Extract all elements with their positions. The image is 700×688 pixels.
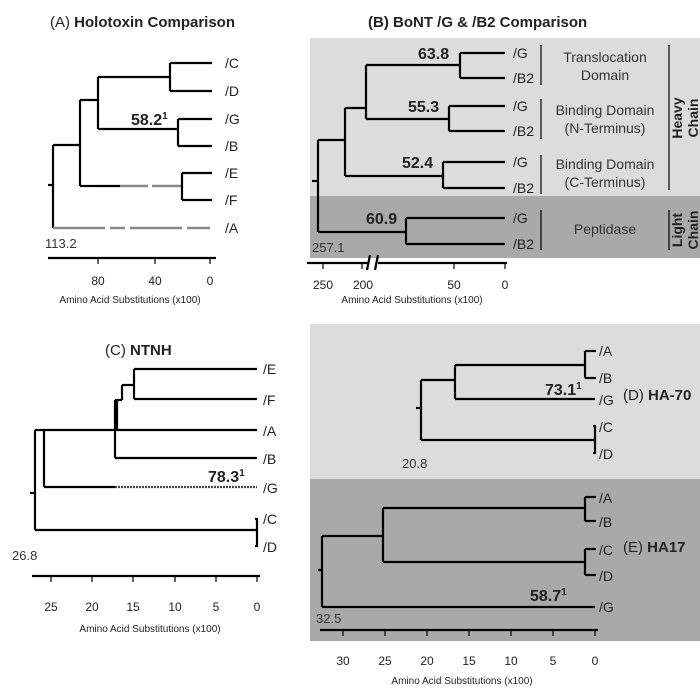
panel-a-leaf: /D (225, 83, 239, 99)
panel-c-leaf: /B (263, 451, 276, 467)
panel-e-label: (E) HA17 (623, 539, 686, 556)
panel-d-bg (310, 324, 700, 479)
panel-b-leaf: /B2 (513, 236, 534, 252)
panel-a-leaf: /B (225, 138, 238, 154)
panel-c-root-value: 26.8 (12, 548, 37, 563)
panel-c-leaf: /F (263, 392, 275, 408)
panel-b-root-value: 257.1 (312, 240, 345, 255)
panel-e-leaf: /G (599, 599, 614, 615)
panel-a-tick: 40 (148, 274, 162, 288)
panel-b-light-chain-label: LightChain (669, 211, 700, 250)
panel-d-root-value: 20.8 (402, 456, 427, 471)
panel-b-domain-label: Peptidase (574, 221, 636, 237)
panel-a-leaf: /C (225, 55, 239, 71)
panel-d-leaf: /G (599, 392, 614, 408)
panel-b-leaf: /G (513, 98, 528, 114)
panel-b-light-chain-bg (310, 196, 700, 258)
panel-c-tick: 10 (168, 600, 182, 614)
panel-a-root-value: 113.2 (45, 236, 77, 251)
panel-b-tick: 50 (447, 278, 461, 292)
panel-d-tree (416, 349, 597, 455)
panel-a-leaf: /F (225, 192, 237, 208)
panel-b-node-value: 60.9 (366, 211, 397, 228)
panel-b-domain-label: Domain (581, 67, 629, 83)
panel-e-root-value: 32.5 (316, 611, 341, 626)
panel-e-tick: 30 (336, 654, 350, 668)
panel-b-leaf: /G (513, 210, 528, 226)
panel-b-axis-label: Amino Acid Substitutions (x100) (341, 295, 482, 306)
panel-c-tick: 25 (44, 600, 58, 614)
panel-c-title: (C) NTNH (105, 342, 172, 359)
panel-c-leaf: /A (263, 423, 277, 439)
panel-c-tick: 15 (126, 600, 140, 614)
panel-a-leaf: /E (225, 165, 238, 181)
panel-b-leaf: /B2 (513, 123, 534, 139)
panel-b-node-value: 63.8 (418, 46, 449, 63)
panel-a-tick: 0 (207, 274, 214, 288)
panel-b-tick: 200 (353, 278, 373, 292)
panel-e-leaf: /A (599, 490, 613, 506)
panel-c-leaf: /E (263, 361, 276, 377)
panel-b-tick: 0 (502, 278, 509, 292)
panel-d-leaf: /D (599, 446, 613, 462)
panel-a-tree (48, 61, 212, 230)
panel-c-leaf: /G (263, 480, 278, 496)
panel-b-heavy-chain-label: HeavyChain (669, 97, 700, 138)
panel-b-leaf: /G (513, 45, 528, 61)
panel-c-tick: 0 (254, 600, 261, 614)
panel-a-tick: 80 (91, 274, 105, 288)
panel-e: /A /B /C /D /G 58.71 (E) HA17 32.5 30 25… (316, 490, 686, 687)
panel-e-tree (318, 495, 596, 609)
panel-b-leaf: /B2 (513, 180, 534, 196)
panel-d-leaf: /A (599, 343, 613, 359)
panel-b-node-value: 55.3 (408, 99, 439, 116)
panel-d-leaf: /C (599, 419, 613, 435)
panel-c-node-value: 78.31 (208, 468, 245, 486)
panel-d-leaf: /B (599, 370, 612, 386)
panel-b-leaf: /B2 (513, 70, 534, 86)
panel-a-node-value: 58.21 (131, 111, 168, 129)
panel-e-tick: 5 (550, 654, 557, 668)
panel-e-tick: 20 (420, 654, 434, 668)
panel-d-node-value: 73.11 (545, 381, 582, 399)
panel-e-leaf: /D (599, 568, 613, 584)
panel-d: /A /B /G /C /D 73.11 (D) HA-70 20.8 (402, 343, 691, 471)
panel-b-title: (B) BoNT /G & /B2 Comparison (368, 14, 587, 31)
panel-e-tick: 10 (504, 654, 518, 668)
panel-e-tick: 15 (462, 654, 476, 668)
panel-e-tick: 0 (592, 654, 599, 668)
panel-b-domain-label: (N-Terminus) (565, 120, 646, 136)
panel-b-leaf: /G (513, 154, 528, 170)
panel-a-leaf: /G (225, 111, 240, 127)
panel-b: (B) BoNT /G & /B2 Comparison (307, 14, 700, 306)
panel-e-bg (310, 479, 700, 641)
panel-e-leaf: /C (599, 542, 613, 558)
panel-c: (C) NTNH (12, 342, 278, 635)
panel-c-tick: 20 (85, 600, 99, 614)
panel-b-domain-label: (C-Terminus) (565, 174, 646, 190)
panel-b-domain-label: Binding Domain (556, 156, 655, 172)
panel-b-tree (312, 51, 505, 246)
panel-a-title: (A) Holotoxin Comparison (50, 14, 235, 31)
panel-b-node-value: 52.4 (402, 155, 433, 172)
panel-b-tick: 250 (313, 278, 333, 292)
panel-b-domain-label: Translocation (563, 49, 647, 65)
panel-e-axis-label: Amino Acid Substitutions (x100) (391, 676, 532, 687)
panel-a-axis-label: Amino Acid Substitutions (x100) (59, 295, 200, 306)
panel-e-tick: 25 (378, 654, 392, 668)
panel-c-leaf: /C (263, 511, 277, 527)
panel-c-leaf: /D (263, 539, 277, 555)
panel-b-domain-label: Binding Domain (556, 102, 655, 118)
panel-a-leaf: /A (225, 220, 239, 236)
panel-e-node-value: 58.71 (530, 587, 567, 605)
panel-c-axis-label: Amino Acid Substitutions (x100) (79, 624, 220, 635)
panel-e-leaf: /B (599, 514, 612, 530)
panel-a: (A) Holotoxin Comparison (45, 14, 240, 306)
panel-c-tick: 5 (213, 600, 220, 614)
panel-c-tree (30, 367, 259, 548)
panel-d-label: (D) HA-70 (623, 387, 691, 404)
